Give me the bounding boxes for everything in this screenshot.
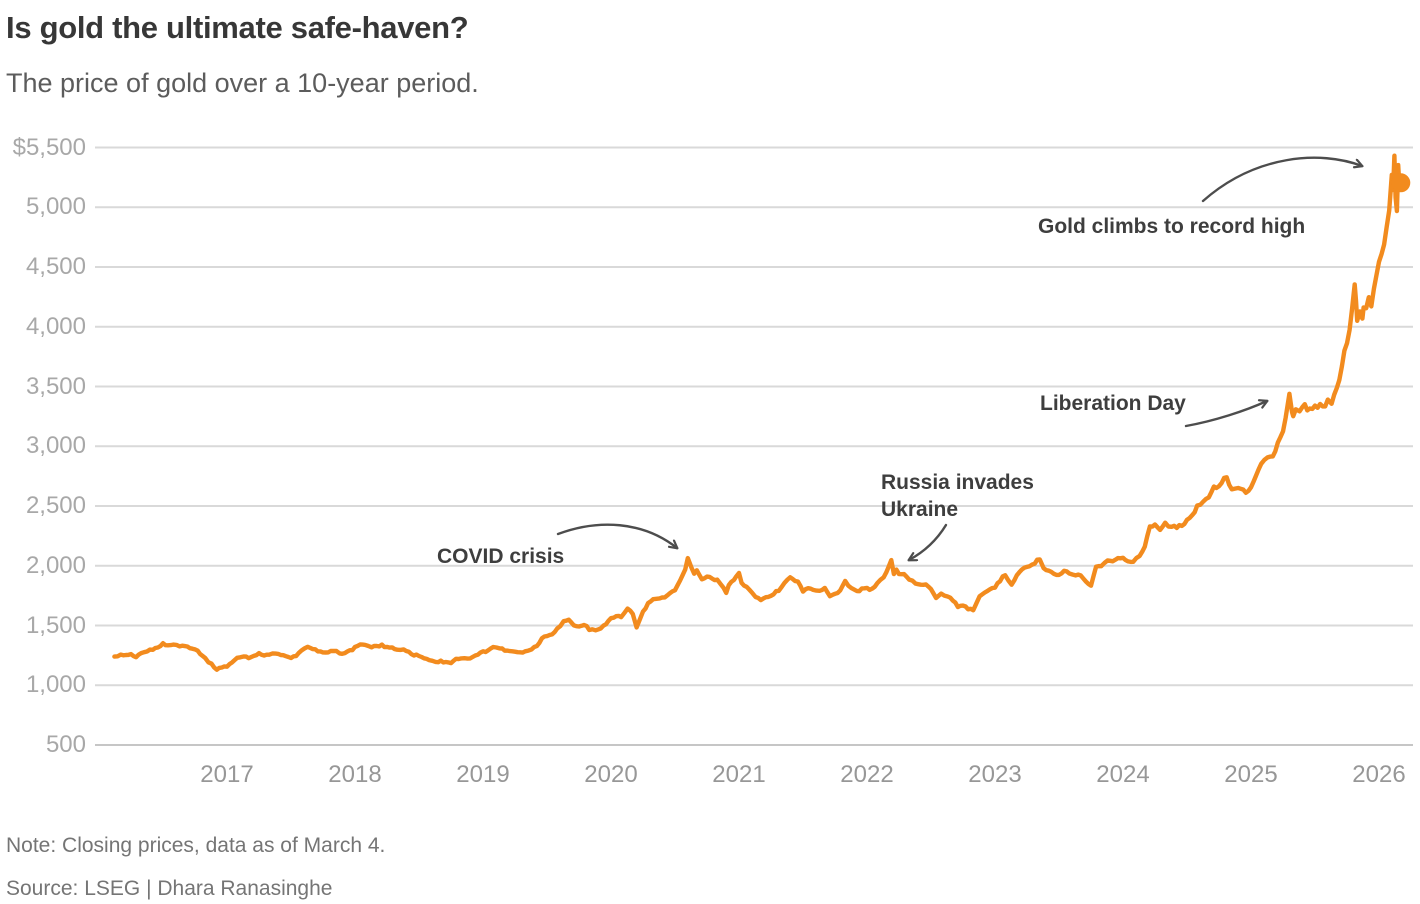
y-axis-tick-label: 2,000: [25, 551, 86, 579]
x-axis-tick-label: 2018: [328, 761, 382, 788]
y-axis-tick-label: $5,500: [12, 133, 86, 161]
covid-crisis-arrow: [556, 523, 677, 548]
record-high-arrow: [1201, 156, 1362, 203]
y-axis-tick-label: 3,000: [25, 432, 86, 460]
annotation-covid-crisis: COVID crisis: [437, 545, 565, 568]
y-axis-tick-label: 1,500: [25, 611, 86, 639]
chart-subtitle: The price of gold over a 10-year period.: [6, 68, 479, 98]
page-title: Is gold the ultimate safe-haven?: [6, 10, 469, 45]
latest-price-marker: [1391, 173, 1411, 193]
y-axis-tick-label: 5,000: [25, 193, 86, 221]
y-axis-tick-label: 4,500: [25, 253, 86, 280]
chart-source: Source: LSEG | Dhara Ranasinghe: [6, 877, 333, 900]
x-axis-tick-label: 2021: [712, 761, 766, 788]
liberation-day-arrow: [1184, 401, 1267, 428]
annotation-arrows: [556, 156, 1362, 560]
annotation-record-high: Gold climbs to record high: [1038, 215, 1306, 238]
gold-price-line: [112, 153, 1403, 672]
x-axis-tick-label: 2019: [456, 761, 510, 788]
x-axis-tick-label: 2022: [840, 761, 894, 788]
russia-invades-arrow: [909, 523, 948, 560]
annotation-russia-invades-ukraine: Russia invades Ukraine: [881, 471, 1034, 521]
x-axis-tick-label: 2026: [1352, 761, 1406, 788]
y-axis-tick-label: 1,000: [25, 671, 86, 699]
x-axis-tick-label: 2020: [584, 761, 638, 788]
gridlines: [95, 146, 1413, 746]
chart-note: Note: Closing prices, data as of March 4…: [6, 834, 386, 857]
x-axis-tick-label: 2017: [200, 761, 254, 788]
y-axis-tick-label: 3,500: [25, 372, 86, 400]
annotation-liberation-day: Liberation Day: [1040, 392, 1186, 415]
y-axis-tick-label: 2,500: [25, 492, 86, 519]
y-axis-tick-label: 4,000: [25, 312, 86, 340]
y-axis-tick-label: 500: [45, 731, 86, 758]
x-axis-tick-label: 2025: [1224, 761, 1278, 788]
x-axis-tick-label: 2023: [968, 761, 1022, 788]
x-axis-tick-label: 2024: [1096, 761, 1150, 788]
